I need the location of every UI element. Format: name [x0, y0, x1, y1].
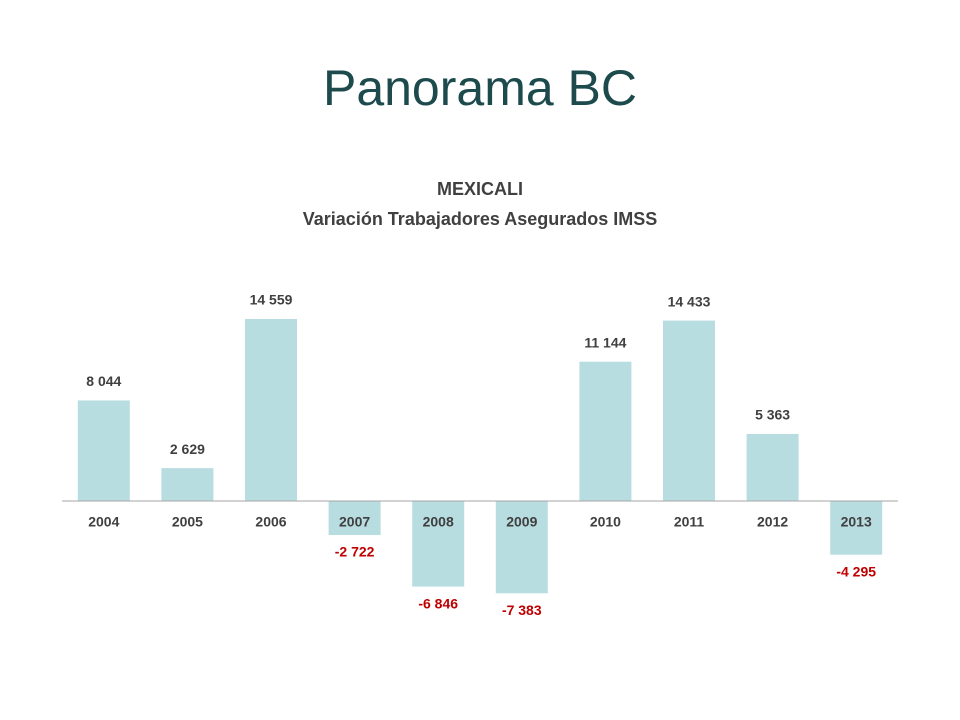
x-tick-label: 2007 — [339, 514, 370, 530]
value-label: -2 722 — [335, 544, 375, 560]
bar — [830, 501, 883, 555]
chart-title: MEXICALI — [437, 179, 523, 199]
value-label: -6 846 — [418, 595, 458, 611]
bar — [245, 319, 297, 501]
chart-subtitle: Variación Trabajadores Asegurados IMSS — [303, 209, 657, 229]
value-label: 14 559 — [250, 292, 293, 308]
value-label: 2 629 — [170, 441, 205, 457]
bar — [495, 501, 548, 594]
value-label: -7 383 — [502, 602, 542, 618]
x-tick-label: 2012 — [757, 514, 788, 530]
x-tick-label: 2004 — [88, 514, 119, 530]
slide-title: Panorama BC — [323, 60, 637, 116]
x-tick-label: 2005 — [172, 514, 203, 530]
bar — [579, 361, 632, 501]
bar — [161, 468, 214, 501]
bar — [663, 320, 715, 501]
bar — [746, 433, 799, 501]
value-label: 11 144 — [584, 334, 626, 350]
value-label: 5 363 — [755, 407, 790, 423]
x-tick-label: 2013 — [841, 514, 872, 530]
x-tick-label: 2009 — [506, 514, 537, 530]
bar — [412, 501, 465, 587]
value-label: -4 295 — [836, 563, 876, 579]
x-tick-label: 2010 — [590, 514, 621, 530]
bar — [328, 501, 381, 536]
value-label: 8 044 — [86, 373, 121, 389]
x-tick-label: 2008 — [423, 514, 454, 530]
x-tick-label: 2011 — [674, 514, 705, 530]
value-label: 14 433 — [668, 293, 711, 309]
x-tick-label: 2006 — [255, 514, 286, 530]
bar — [77, 400, 130, 501]
